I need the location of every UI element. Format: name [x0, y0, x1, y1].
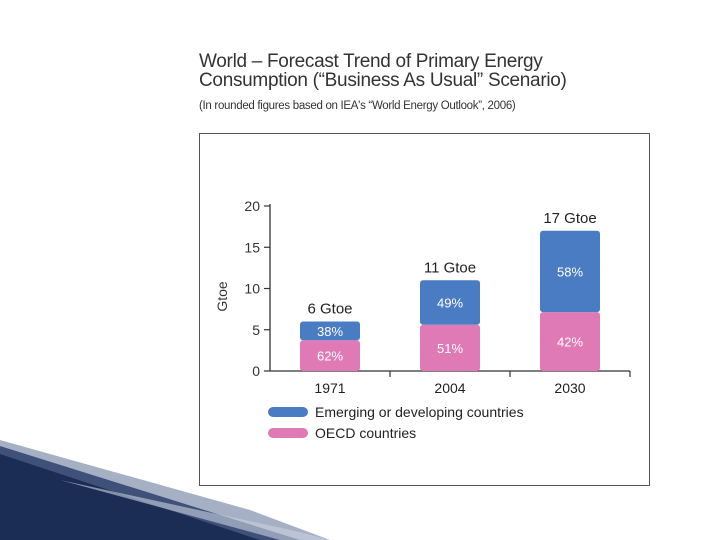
- y-tick-label: 15: [244, 239, 260, 255]
- chart-subtitle: (In rounded figures based on IEA's “Worl…: [199, 100, 516, 112]
- chart-title-line-1: World – Forecast Trend of Primary Energy: [199, 51, 543, 72]
- legend-swatch-emerging: [268, 407, 308, 417]
- percent-label: 62%: [317, 349, 343, 364]
- bar-segment-oecd: [300, 340, 360, 371]
- chart-title: World – Forecast Trend of Primary Energy…: [199, 52, 669, 90]
- stacked-bar-chart: 0 5 10 15 20 Gtoe 62% 38% 6 Gtoe 1971 51% 49% 11 Gto…: [214, 198, 631, 441]
- total-label: 11 Gtoe: [424, 259, 476, 276]
- percent-label: 49%: [437, 295, 463, 310]
- chart-frame: 0 5 10 15 20 Gtoe 62% 38% 6 Gtoe 1971 51% 49% 11 Gto…: [199, 133, 650, 486]
- percent-label: 38%: [317, 324, 343, 339]
- total-label: 6 Gtoe: [307, 301, 352, 318]
- decor-stripe-highlight: [60, 480, 330, 540]
- x-tick-label: 2030: [554, 380, 585, 396]
- decor-stripe-light: [0, 440, 330, 540]
- bar-segment-oecd: [540, 312, 600, 371]
- chart-title-line-2: Consumption (“Business As Usual” Scenari…: [199, 70, 567, 91]
- y-tick-label: 20: [244, 198, 260, 214]
- y-tick-label: 0: [252, 363, 260, 379]
- legend-swatch-oecd: [268, 428, 308, 438]
- percent-label: 58%: [557, 264, 583, 279]
- bar-segment-emerging: [540, 230, 600, 313]
- bar-segment-emerging: [420, 280, 480, 325]
- bar-segment-oecd: [420, 324, 480, 371]
- legend-label: OECD countries: [315, 425, 416, 441]
- percent-label: 51%: [437, 341, 463, 356]
- percent-label: 42%: [557, 335, 583, 350]
- corner-decoration: [0, 440, 330, 540]
- y-tick-label: 5: [252, 322, 260, 338]
- y-tick-label: 10: [244, 281, 260, 297]
- legend-label: Emerging or developing countries: [315, 404, 524, 420]
- total-label: 17 Gtoe: [543, 210, 596, 227]
- x-tick-label: 1971: [314, 380, 345, 396]
- x-tick-label: 2004: [434, 380, 465, 396]
- bar-segment-emerging: [300, 321, 360, 341]
- y-axis-title: Gtoe: [214, 281, 230, 312]
